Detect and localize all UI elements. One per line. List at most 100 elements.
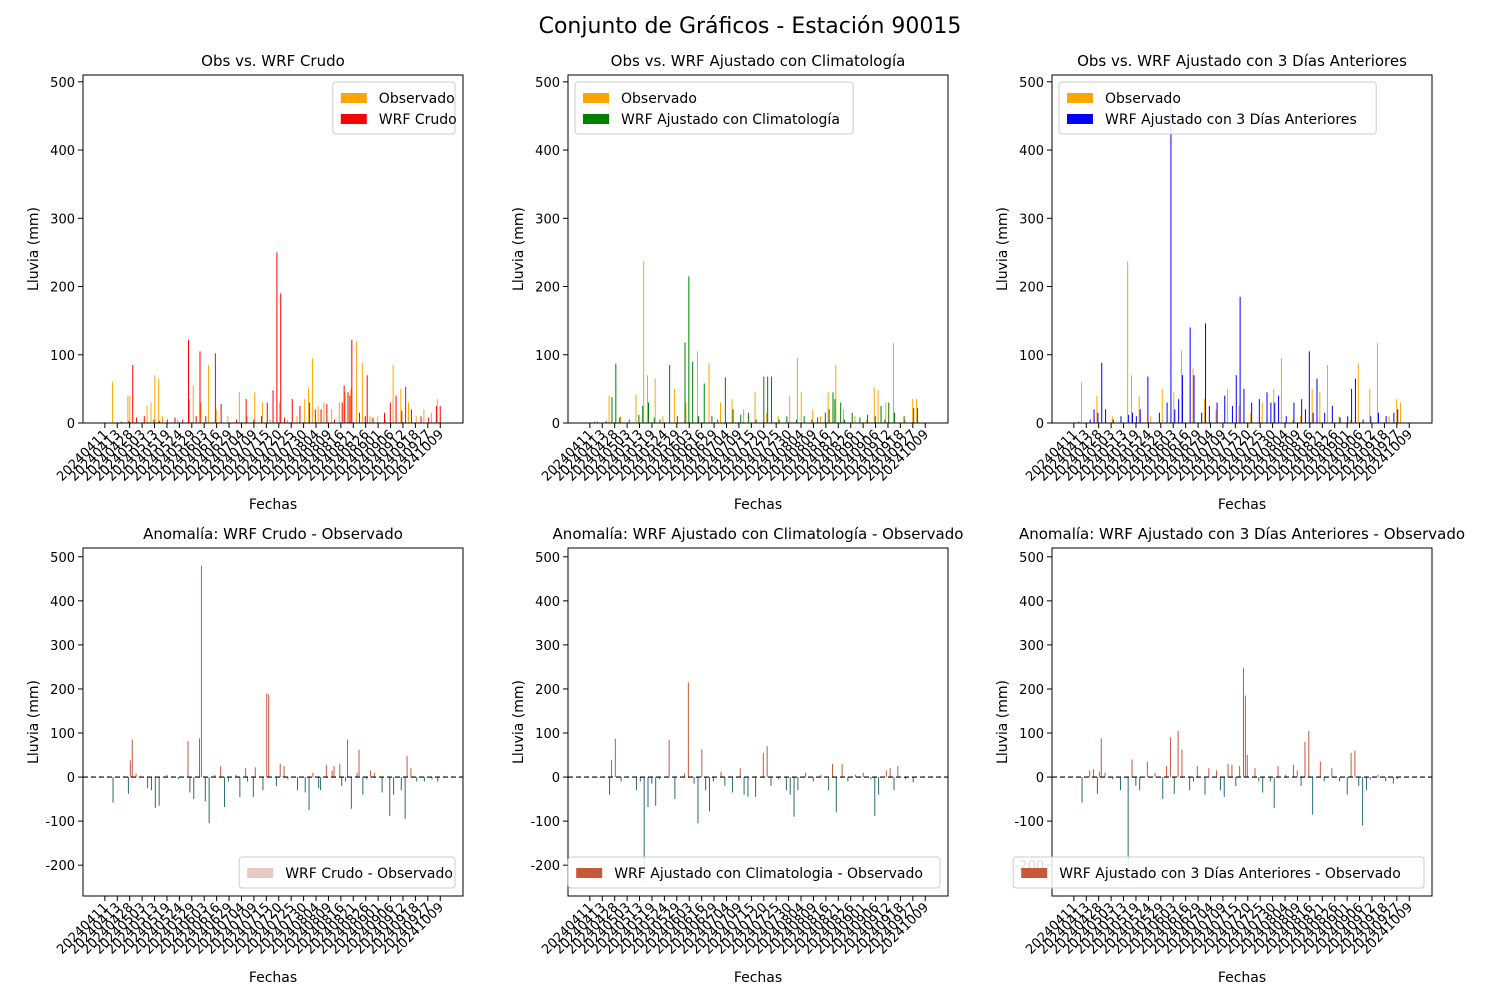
anomaly-bar-4	[1098, 771, 1100, 778]
anomaly-bar-35	[1246, 755, 1248, 778]
legend-swatch	[1021, 868, 1048, 878]
bar-wrf_clim-11	[669, 365, 671, 423]
x-axis-label: Fechas	[1218, 970, 1266, 986]
legend: Observado WRF Crudo	[332, 81, 457, 135]
bar-observado-28	[1376, 343, 1378, 423]
bar-wrf_clim-30	[795, 419, 797, 423]
anomaly-bar-40	[828, 777, 830, 791]
anomaly-bar-42	[1285, 774, 1287, 778]
bar-wrf_clim-0	[594, 421, 596, 423]
anomaly-bar-34	[789, 777, 791, 795]
bar-wrf_crudo-9	[182, 419, 184, 423]
anomaly-bar-30	[766, 746, 768, 778]
anomaly-bar-38	[1262, 777, 1264, 793]
y-tick-label: -100	[45, 815, 75, 830]
bar-wrf_crudo-27	[309, 402, 311, 423]
bar-wrf_clim-23	[747, 412, 749, 423]
bar-observado-18	[261, 402, 263, 423]
bar-observado-26	[854, 416, 856, 423]
bar-observado-27	[1369, 388, 1371, 423]
bar-wrf_3d-39	[1304, 409, 1306, 423]
bar-observado-25	[1350, 419, 1352, 423]
legend-label: WRF Ajustado con Climatología	[621, 112, 840, 128]
anomaly-bar-61	[1385, 777, 1387, 782]
legend-box	[1058, 81, 1377, 135]
bar-observado-6	[1150, 416, 1152, 423]
anomaly-bar-18	[701, 749, 703, 778]
bar-observado-14	[227, 416, 229, 423]
bar-observado-27	[323, 402, 325, 423]
anomaly-bar-31	[275, 777, 277, 786]
anomaly-bar-44	[339, 763, 341, 778]
bar-observado-12	[1215, 409, 1217, 423]
bar-wrf_crudo-2	[132, 365, 134, 423]
bar-observado-11	[708, 362, 710, 423]
y-tick-label: -100	[1014, 815, 1044, 830]
anomaly-bar-26	[743, 777, 745, 795]
bar-wrf_crudo-13	[205, 416, 207, 423]
bar-wrf_clim-24	[755, 419, 757, 423]
anomaly-bar-39	[820, 774, 822, 778]
legend-swatch	[583, 114, 609, 124]
bar-observado-36	[384, 419, 386, 423]
bar-observado-10	[1192, 368, 1194, 423]
anomaly-bar-27	[747, 777, 749, 797]
bar-wrf_3d-16	[1174, 409, 1176, 423]
anomaly-bar-8	[647, 777, 649, 808]
bar-wrf_3d-45	[1339, 417, 1341, 423]
anomaly-bar-54	[905, 777, 907, 780]
bar-wrf_clim-28	[778, 419, 780, 423]
x-axis-label: Fechas	[249, 970, 297, 986]
bar-wrf_clim-33	[817, 417, 819, 423]
anomaly-bar-3	[614, 738, 616, 778]
anomaly-bar-17	[697, 777, 699, 824]
axes-frame	[567, 74, 949, 424]
anomaly-bar-59	[1369, 777, 1371, 780]
bar-wrf_3d-17	[1178, 399, 1180, 423]
bar-observado-4	[150, 402, 152, 423]
bar-observado-8	[177, 419, 179, 423]
y-tick-label: 500	[535, 76, 560, 91]
y-tick-label: 200	[535, 683, 560, 698]
bar-observado-18	[789, 395, 791, 423]
anomaly-bar-59	[404, 777, 406, 819]
bar-observado-18	[1280, 358, 1282, 423]
bar-observado-42	[431, 412, 433, 423]
bar-wrf_clim-8	[647, 402, 649, 423]
y-axis-label: Lluvia (mm)	[511, 207, 527, 291]
bar-wrf_crudo-11	[195, 416, 197, 423]
anomaly-bar-5	[1100, 738, 1102, 778]
y-tick-label: 300	[535, 639, 560, 654]
legend-swatch	[576, 868, 603, 878]
anomaly-bar-21	[227, 777, 229, 782]
bar-wrf_clim-42	[867, 414, 869, 423]
anomaly-bar-44	[847, 777, 849, 782]
y-tick-label: 0	[1036, 771, 1044, 786]
chart-panel-1: Obs vs. WRF Crudo01002003004005002024041…	[26, 52, 464, 513]
bar-wrf_clim-37	[834, 399, 836, 423]
bar-wrf_crudo-16	[236, 419, 238, 423]
anomaly-bar-5	[635, 777, 637, 791]
anomaly-bar-43	[1292, 764, 1294, 778]
anomaly-bar-48	[350, 777, 352, 809]
y-tick-label: 200	[50, 281, 75, 296]
anomaly-bar-53	[370, 770, 372, 778]
bar-observado-14	[1238, 405, 1240, 423]
bar-wrf_clim-21	[732, 409, 734, 423]
y-tick-label: -200	[530, 859, 560, 874]
bar-wrf_3d-26	[1231, 405, 1233, 423]
bar-wrf_clim-25	[763, 376, 765, 423]
legend-swatch	[1067, 114, 1093, 124]
bar-observado-16	[766, 412, 768, 423]
anomaly-bar-11	[659, 777, 661, 780]
anomaly-bar-41	[831, 763, 833, 778]
y-tick-label: 0	[1036, 417, 1044, 432]
anomaly-bar-49	[1319, 761, 1321, 778]
bar-wrf_crudo-36	[351, 339, 353, 423]
legend-label: Observado	[1105, 91, 1181, 107]
bar-wrf_3d-42	[1316, 378, 1318, 423]
bar-wrf_crudo-39	[366, 375, 368, 423]
bar-wrf_3d-31	[1258, 399, 1260, 423]
bar-wrf_crudo-21	[272, 390, 274, 423]
bar-wrf_3d-20	[1193, 375, 1195, 423]
